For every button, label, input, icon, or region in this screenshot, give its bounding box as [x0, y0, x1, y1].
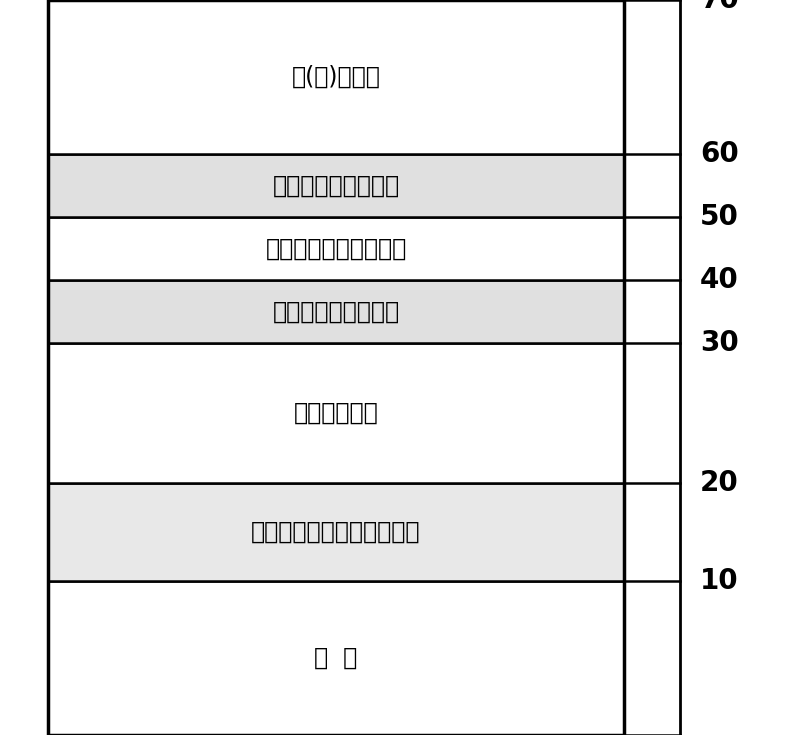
Text: 60: 60 [700, 140, 738, 168]
Bar [48, 0, 624, 154]
Bar [48, 343, 624, 483]
Bar [48, 280, 624, 343]
Text: 低温氮化镓或高温氮化铝层: 低温氮化镓或高温氮化铝层 [251, 520, 421, 544]
Bar [48, 154, 624, 217]
Bar [48, 217, 624, 280]
Text: 衬  底: 衬 底 [314, 646, 358, 670]
Text: 高迁移率氮化镓沟道层: 高迁移率氮化镓沟道层 [266, 237, 406, 260]
Text: 氮化镓高阻层: 氮化镓高阻层 [294, 401, 378, 425]
Bar [48, 483, 624, 581]
Text: 氮化铝第一插入薄层: 氮化铝第一插入薄层 [273, 299, 399, 323]
Bar [48, 581, 624, 735]
Text: 铝(钢)镓氮层: 铝(钢)镓氮层 [291, 65, 381, 89]
Text: 10: 10 [700, 567, 738, 595]
Text: 30: 30 [700, 329, 738, 357]
Bar [48, 0, 624, 735]
Text: 氮化铝第二插入薄层: 氮化铝第二插入薄层 [273, 173, 399, 198]
Text: 40: 40 [700, 266, 738, 294]
Text: 20: 20 [700, 469, 738, 497]
Text: 50: 50 [700, 203, 739, 231]
Text: 70: 70 [700, 0, 738, 14]
